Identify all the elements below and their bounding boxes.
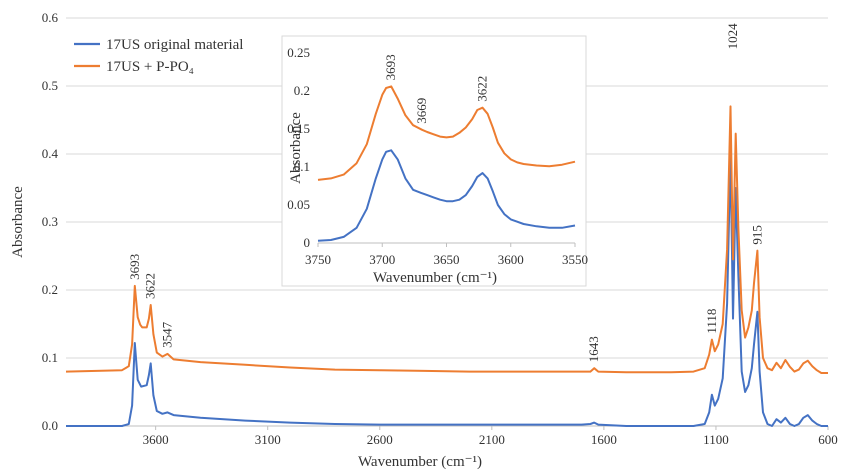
inset-x-tick-label: 3650 (434, 252, 460, 267)
main-y-tick-label: 0.4 (42, 146, 59, 161)
inset-peak-label: 3622 (475, 76, 490, 102)
main-axes: 0.0 0.1 0.2 0.3 0.4 0.5 0.6 3600 3100 2600 2100 160… (42, 10, 838, 447)
main-x-tick-label: 2100 (479, 432, 505, 447)
main-peak-label: 1024 (725, 23, 740, 50)
inset-peak-label: 3693 (383, 54, 398, 80)
main-x-axis-title: Wavenumber (cm⁻¹) (358, 454, 482, 470)
legend-label-original: 17US original material (106, 37, 243, 53)
main-series-line-original (66, 153, 828, 427)
inset-y-tick-label: 0.05 (287, 197, 310, 212)
inset-axes: 0 0.05 0.1 0.15 0.2 0.25 3750 3700 3650 3600 3550 (287, 45, 588, 267)
main-x-tick-label: 3100 (255, 432, 281, 447)
inset-y-axis-title: Absorbance (288, 112, 304, 184)
inset-y-tick-label: 0.15 (287, 121, 310, 136)
inset-annotations: 3693 3669 3622 (383, 54, 489, 123)
inset-x-tick-label: 3700 (369, 252, 395, 267)
legend-label-pp04: 17US + P-PO₄ (106, 59, 194, 75)
inset-series-group (317, 85, 576, 242)
legend: 17US original material 17US + P-PO₄ (74, 37, 243, 75)
main-series-group (65, 105, 828, 427)
main-y-tick-label: 0.1 (42, 350, 58, 365)
inset-y-tick-label: 0.2 (294, 83, 310, 98)
main-peak-label: 3622 (143, 273, 158, 299)
main-y-tick-label: 0.3 (42, 214, 58, 229)
inset-y-tick-label: 0.25 (287, 45, 310, 60)
inset-background (281, 35, 587, 287)
main-y-tick-label: 0.2 (42, 282, 58, 297)
inset-peak-label: 3669 (414, 98, 429, 124)
main-y-axis-title: Absorbance (10, 186, 26, 258)
main-series-line-pp04 (65, 105, 828, 374)
inset-x-tick-label: 3550 (562, 252, 588, 267)
inset-series-line-original (317, 149, 576, 242)
inset-x-tick-label: 3600 (498, 252, 524, 267)
inset-y-tick-label: 0 (304, 235, 311, 250)
main-y-tick-label: 0.0 (42, 418, 58, 433)
main-peak-label: 1118 (704, 309, 719, 334)
main-peak-label: 1643 (586, 336, 601, 362)
main-x-tick-label: 600 (818, 432, 838, 447)
inset-series-line-pp04 (317, 85, 576, 181)
inset-y-tick-label: 0.1 (294, 159, 310, 174)
main-peak-label: 3693 (127, 254, 142, 280)
main-y-tick-label: 0.5 (42, 78, 58, 93)
inset-x-axis-title: Wavenumber (cm⁻¹) (373, 270, 497, 286)
main-x-tick-label: 2600 (367, 432, 393, 447)
main-y-tick-label: 0.6 (42, 10, 59, 25)
main-x-tick-label: 1100 (703, 432, 729, 447)
main-x-tick-label: 3600 (143, 432, 169, 447)
main-peak-label: 3547 (160, 321, 175, 348)
inset-x-tick-label: 3750 (305, 252, 331, 267)
main-x-tick-label: 1600 (591, 432, 617, 447)
main-peak-label: 915 (749, 225, 764, 245)
